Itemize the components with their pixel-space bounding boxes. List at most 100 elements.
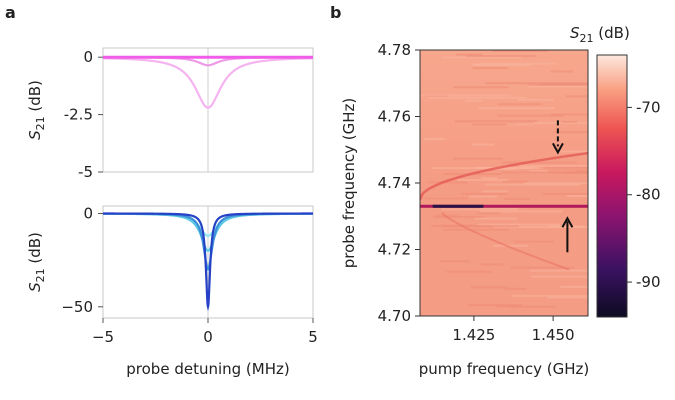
colorbar-tick-group: -70 -80 -90 xyxy=(627,98,661,291)
a-top-series-line-0 xyxy=(102,57,314,109)
heatmap-noise-streak xyxy=(420,94,512,97)
a-bottom-ytick-label: −50 xyxy=(61,298,93,316)
heatmap-noise-streak xyxy=(461,192,508,195)
heatmap-noise-streak xyxy=(492,244,529,247)
heatmap-noise-streak xyxy=(547,169,588,172)
heatmap-noise-streak xyxy=(565,95,588,98)
b-xtick-label: 1.450 xyxy=(532,326,575,344)
b-ytick-group: 4.70 4.72 4.74 4.76 4.78 xyxy=(378,41,420,325)
heatmap-noise-streak xyxy=(465,55,537,58)
heatmap-noise-streak xyxy=(427,181,468,184)
heatmap-noise-streak xyxy=(560,285,588,288)
a-bottom-ylabel: S21 (dB) xyxy=(26,232,47,292)
heatmap-noise-streak xyxy=(474,217,517,220)
heatmap-noise-streak xyxy=(472,63,519,66)
heatmap-noise-streak xyxy=(527,85,588,88)
colorbar-tick-label: -90 xyxy=(636,273,661,291)
heatmap-noise-streak xyxy=(472,67,509,69)
heatmap-noise-streak xyxy=(511,294,588,297)
heatmap-noise-streak xyxy=(514,240,554,243)
heatmap-noise-streak xyxy=(424,137,445,140)
heatmap-noise-streak xyxy=(465,99,483,102)
b-ytick-label: 4.78 xyxy=(378,41,411,59)
heatmap-noise-streak xyxy=(432,216,485,218)
a-bottom-xtick-label: −5 xyxy=(92,328,114,346)
heatmap-noise-streak xyxy=(423,197,468,200)
heatmap-noise-streak xyxy=(561,120,578,123)
heatmap-noise-streak xyxy=(457,179,509,181)
a-bottom-ytick-group: 0 −50 xyxy=(61,204,103,316)
heatmap-noise-streak xyxy=(456,53,483,56)
heatmap-noise-streak xyxy=(501,171,588,174)
chart-b: 4.70 4.72 4.74 4.76 4.78 1.425 1.450 probe fr… xyxy=(340,24,661,378)
colorbar-tick-label: -70 xyxy=(636,98,661,116)
heatmap-noise-streak xyxy=(481,62,558,65)
heatmap-noise-streak xyxy=(517,98,554,101)
heatmap-noise-streak xyxy=(510,305,556,308)
colorbar-title: S21 (dB) xyxy=(570,24,630,45)
heatmap-noise-streak xyxy=(479,210,563,213)
chart-a-top: 0 -2.5 -5 S21 (dB) xyxy=(26,47,314,181)
heatmap-noise-streak xyxy=(542,192,588,195)
a-bottom-ytick-label: 0 xyxy=(83,204,93,222)
dashed-arrow-head xyxy=(552,142,564,155)
a-bottom-xtick-group: −5 0 5 xyxy=(92,318,318,346)
heatmap-noise-streak xyxy=(485,82,587,85)
a-top-ytick-label: -5 xyxy=(78,163,93,181)
b-xtick-group: 1.425 1.450 xyxy=(452,316,575,344)
heatmap-noise-streak xyxy=(471,143,494,146)
b-ytick-label: 4.70 xyxy=(378,307,411,325)
heatmap-noise-streak xyxy=(531,275,588,278)
horizontal-resonance-line xyxy=(420,204,588,208)
a-bottom-xtick-label: 0 xyxy=(203,328,213,346)
heatmap-noise-streak xyxy=(453,157,504,160)
heatmap-noise-streak xyxy=(441,208,518,211)
heatmap-noise-streak xyxy=(472,123,517,126)
heatmap-noise-streak xyxy=(498,103,542,106)
heatmap-noise-streak xyxy=(493,226,588,229)
heatmap-noise-streak xyxy=(446,270,493,273)
heatmap-noise-streak xyxy=(431,167,534,170)
heatmap-noise-streak xyxy=(440,260,470,263)
heatmap-noise-streak xyxy=(455,120,537,123)
a-top-ytick-label: 0 xyxy=(83,48,93,66)
heatmap-noise-streak xyxy=(492,50,549,52)
heatmap-noise-streak xyxy=(481,263,504,266)
heatmap-noise-streak xyxy=(527,83,588,86)
heatmap-noise-streak xyxy=(530,269,588,272)
heatmap-noise-streak xyxy=(427,96,527,99)
a-bottom-xlabel: probe detuning (MHz) xyxy=(126,360,289,378)
heatmap-noise-streak xyxy=(496,305,515,308)
heatmap-noise-streak xyxy=(556,150,588,153)
heatmap-noise-streak xyxy=(468,304,523,307)
a-top-series-group xyxy=(102,55,314,109)
chart-a-bottom: 0−50 −5 0 5 S21 (dB) probe detuning (MHz) xyxy=(26,204,318,378)
heatmap-noise-streak xyxy=(554,131,588,134)
heatmap-noise-streak xyxy=(503,180,529,183)
colorbar-tick-label: -80 xyxy=(636,186,661,204)
heatmap-noise-streak xyxy=(566,195,588,197)
heatmap-noise-streak xyxy=(485,183,581,186)
heatmap-noise-streak xyxy=(519,165,588,167)
b-ytick-label: 4.72 xyxy=(378,241,411,259)
b-xlabel: pump frequency (GHz) xyxy=(419,360,589,378)
a-bottom-xtick-label: 5 xyxy=(308,328,318,346)
heatmap-noise-streak xyxy=(506,123,534,126)
heatmap-noise-streak xyxy=(482,190,509,193)
b-arrow-group xyxy=(552,120,574,253)
a-top-ytick-label: -2.5 xyxy=(64,106,93,124)
heatmap-noise xyxy=(420,50,588,308)
a-top-ytick-group: 0 -2.5 -5 xyxy=(64,48,103,181)
heatmap-noise-streak xyxy=(442,56,522,59)
heatmap-noise-streak xyxy=(476,212,500,215)
heatmap-noise-streak xyxy=(477,223,561,226)
a-bottom-series-line-3 xyxy=(103,212,313,312)
b-ytick-label: 4.76 xyxy=(378,108,411,126)
b-xtick-label: 1.425 xyxy=(452,326,495,344)
upper-branch-curve xyxy=(420,151,588,201)
colorbar xyxy=(596,54,628,318)
a-top-ylabel: S21 (dB) xyxy=(26,80,47,140)
b-ytick-label: 4.74 xyxy=(378,174,411,192)
a-bottom-series-group xyxy=(102,212,314,312)
